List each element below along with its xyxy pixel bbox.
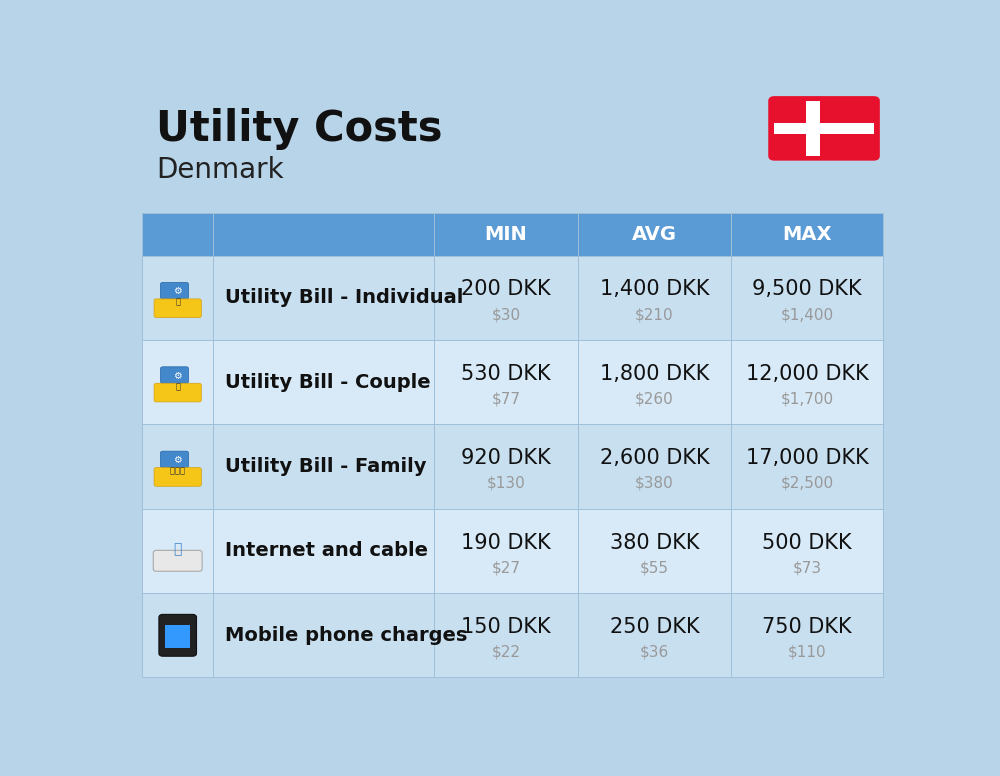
Text: ⚙: ⚙ [173,286,182,296]
FancyBboxPatch shape [774,123,874,134]
FancyBboxPatch shape [434,213,578,255]
Text: $1,400: $1,400 [780,307,834,322]
Text: Internet and cable: Internet and cable [225,542,428,560]
FancyBboxPatch shape [213,213,434,255]
FancyBboxPatch shape [731,424,883,509]
Text: 1,800 DKK: 1,800 DKK [600,364,709,384]
FancyBboxPatch shape [578,424,731,509]
Text: Utility Bill - Family: Utility Bill - Family [225,457,426,476]
Text: 2,600 DKK: 2,600 DKK [600,448,709,468]
FancyBboxPatch shape [578,509,731,593]
FancyBboxPatch shape [731,340,883,424]
FancyBboxPatch shape [213,255,434,340]
FancyBboxPatch shape [159,615,196,656]
Text: Denmark: Denmark [156,156,284,184]
Text: 190 DKK: 190 DKK [461,532,551,553]
Text: 📶: 📶 [174,542,182,556]
FancyBboxPatch shape [731,593,883,677]
FancyBboxPatch shape [731,213,883,255]
FancyBboxPatch shape [731,255,883,340]
Text: $22: $22 [491,645,520,660]
Text: $73: $73 [792,560,822,575]
Text: $210: $210 [635,307,674,322]
Text: 17,000 DKK: 17,000 DKK [746,448,868,468]
FancyBboxPatch shape [213,340,434,424]
Text: $380: $380 [635,476,674,491]
Text: 920 DKK: 920 DKK [461,448,551,468]
FancyBboxPatch shape [154,468,201,487]
FancyBboxPatch shape [142,509,213,593]
Text: 500 DKK: 500 DKK [762,532,852,553]
Text: $110: $110 [788,645,826,660]
Text: 750 DKK: 750 DKK [762,617,852,637]
FancyBboxPatch shape [142,424,213,509]
FancyBboxPatch shape [434,255,578,340]
Text: $77: $77 [491,392,520,407]
Text: Utility Bill - Individual: Utility Bill - Individual [225,289,463,307]
Text: 1,400 DKK: 1,400 DKK [600,279,709,300]
FancyBboxPatch shape [213,424,434,509]
Text: 👤: 👤 [175,298,180,307]
FancyBboxPatch shape [153,550,202,571]
FancyBboxPatch shape [578,213,731,255]
FancyBboxPatch shape [768,96,880,161]
Text: 150 DKK: 150 DKK [461,617,551,637]
FancyBboxPatch shape [578,340,731,424]
FancyBboxPatch shape [578,255,731,340]
Text: $55: $55 [640,560,669,575]
Text: 200 DKK: 200 DKK [461,279,551,300]
Text: $2,500: $2,500 [780,476,834,491]
FancyBboxPatch shape [213,593,434,677]
Text: 12,000 DKK: 12,000 DKK [746,364,868,384]
Text: $30: $30 [491,307,520,322]
Text: MAX: MAX [782,224,832,244]
Text: Utility Costs: Utility Costs [156,108,442,150]
FancyBboxPatch shape [434,340,578,424]
Text: Utility Bill - Couple: Utility Bill - Couple [225,372,431,392]
FancyBboxPatch shape [154,383,201,402]
FancyBboxPatch shape [434,424,578,509]
FancyBboxPatch shape [434,509,578,593]
FancyBboxPatch shape [165,625,190,648]
FancyBboxPatch shape [578,593,731,677]
FancyBboxPatch shape [731,509,883,593]
Text: $260: $260 [635,392,674,407]
Text: 👥: 👥 [175,382,180,391]
FancyBboxPatch shape [213,509,434,593]
FancyBboxPatch shape [142,255,213,340]
Text: ⚙: ⚙ [173,455,182,465]
Text: $36: $36 [640,645,669,660]
FancyBboxPatch shape [806,101,820,156]
FancyBboxPatch shape [142,593,213,677]
Text: $1,700: $1,700 [780,392,834,407]
FancyBboxPatch shape [160,451,189,468]
Text: 250 DKK: 250 DKK [610,617,699,637]
FancyBboxPatch shape [142,340,213,424]
Text: AVG: AVG [632,224,677,244]
FancyBboxPatch shape [160,282,189,299]
Text: Mobile phone charges: Mobile phone charges [225,625,467,645]
FancyBboxPatch shape [154,299,201,317]
Text: $130: $130 [487,476,525,491]
Text: 530 DKK: 530 DKK [461,364,551,384]
Text: 380 DKK: 380 DKK [610,532,699,553]
Text: 9,500 DKK: 9,500 DKK [752,279,862,300]
Text: $27: $27 [491,560,520,575]
Text: ⚙: ⚙ [173,371,182,381]
Text: MIN: MIN [485,224,527,244]
FancyBboxPatch shape [434,593,578,677]
FancyBboxPatch shape [160,367,189,383]
FancyBboxPatch shape [142,213,213,255]
Text: 👨‍👩‍👧: 👨‍👩‍👧 [170,466,185,476]
